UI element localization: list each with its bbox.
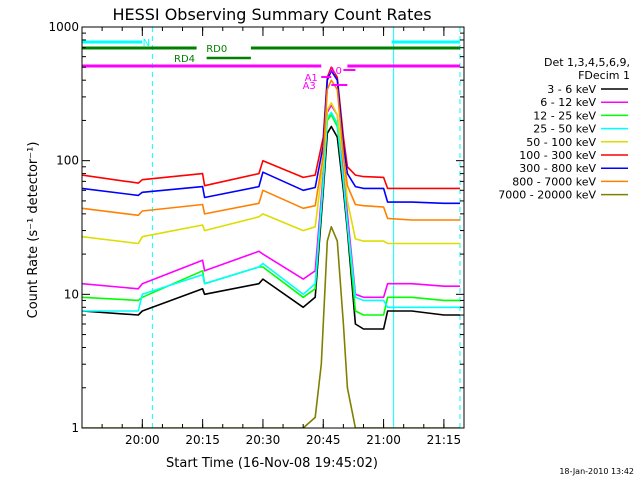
- x-tick-label-20-45: 20:45: [306, 433, 341, 447]
- x-tick-label-20-15: 20:15: [185, 433, 220, 447]
- x-tick-label-20-00: 20:00: [125, 433, 160, 447]
- annotation-rd0-label: RD0: [206, 44, 227, 55]
- y-tick-label-1: 1: [71, 421, 79, 435]
- legend-label-7000-20000-kev: 7000 - 20000 keV: [498, 189, 596, 202]
- legend-label-800-7000-kev: 800 - 7000 keV: [512, 175, 596, 188]
- series-line-25-50-kev: [82, 111, 460, 312]
- timestamp: 18-Jan-2010 13:42: [559, 467, 634, 476]
- series-line-6-12-kev: [82, 104, 460, 299]
- y-tick-label-100: 100: [56, 154, 79, 168]
- x-axis: 20:00 20:15 20:30 20:45 21:00 21:15: [81, 27, 465, 447]
- legend-label-50-100-kev: 50 - 100 keV: [526, 136, 596, 149]
- chart-title: HESSI Observing Summary Count Rates: [112, 5, 431, 24]
- annotation-n-label: N: [143, 38, 150, 49]
- annotation-rd4-label: RD4: [174, 54, 195, 65]
- x-tick-label-21-00: 21:00: [366, 433, 401, 447]
- x-tick-label-21-15: 21:15: [427, 433, 462, 447]
- series-layer: [82, 66, 460, 428]
- legend-label-100-300-kev: 100 - 300 keV: [519, 149, 596, 162]
- annotation-a3-label: A3: [303, 81, 316, 92]
- annotation-a0-label: A0: [329, 66, 342, 77]
- legend-label-300-800-kev: 300 - 800 keV: [519, 162, 596, 175]
- plot-frame: [81, 26, 465, 429]
- series-line-3-6-kev: [82, 125, 460, 330]
- series-line-100-300-kev: [82, 66, 460, 190]
- x-axis-label: Start Time (16-Nov-08 19:45:02): [166, 456, 378, 471]
- legend-label-6-12-kev: 6 - 12 keV: [540, 96, 596, 109]
- series-line-7000-20000-kev: [82, 226, 460, 428]
- series-line-50-100-kev: [82, 102, 460, 245]
- series-line-800-7000-kev: [82, 79, 460, 221]
- y-axis-label: Count Rate (s⁻¹ detector⁻¹): [26, 142, 41, 319]
- legend-label-25-50-kev: 25 - 50 keV: [533, 123, 596, 136]
- series-line-300-800-kev: [82, 70, 460, 205]
- legend-header-line-1: Det 1,3,4,5,6,9,: [544, 56, 630, 69]
- legend-header-line-2: FDecim 1: [578, 69, 630, 82]
- y-axis: 1 10 100 1000: [48, 20, 464, 435]
- legend-label-12-25-kev: 12 - 25 keV: [533, 109, 596, 122]
- legend-label-3-6-kev: 3 - 6 keV: [547, 83, 596, 96]
- annotation-a1-label: A1: [305, 73, 318, 84]
- x-tick-label-20-30: 20:30: [246, 433, 281, 447]
- y-tick-label-10: 10: [64, 287, 79, 301]
- y-tick-label-1000: 1000: [48, 20, 79, 34]
